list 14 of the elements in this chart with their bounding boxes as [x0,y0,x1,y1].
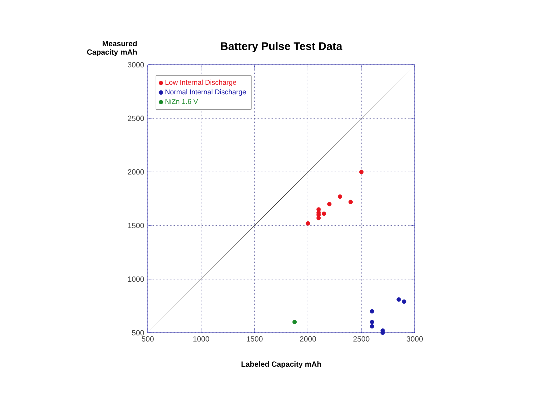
point [292,320,298,324]
chart-title: Battery Pulse Test Data [221,42,343,52]
point [338,194,342,200]
point [359,170,364,174]
point [402,300,407,304]
point [322,212,326,216]
point [327,202,332,207]
point [348,200,354,204]
point [370,320,374,324]
point [370,309,374,314]
point [316,216,322,220]
point [370,324,374,329]
point [306,221,310,226]
point [396,298,402,302]
